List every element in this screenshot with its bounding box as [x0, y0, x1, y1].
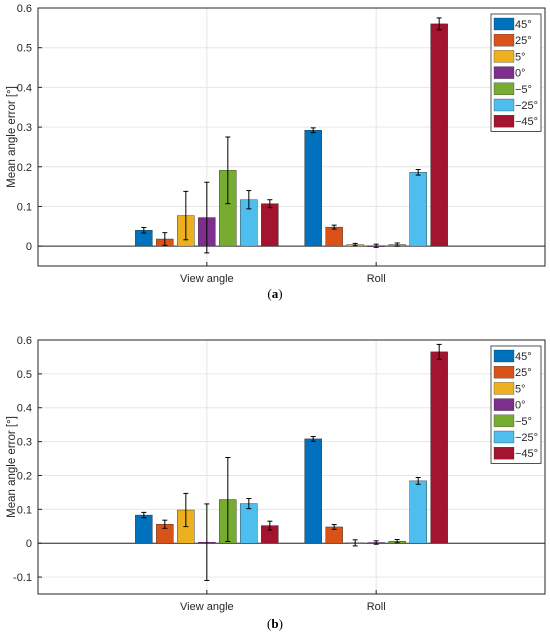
legend-label: 5° — [515, 383, 526, 395]
y-tick-label: 0.6 — [17, 3, 32, 15]
x-tick-label: View angle — [180, 601, 234, 613]
y-tick-label: 0 — [26, 538, 32, 550]
legend-label: −25° — [515, 100, 538, 112]
legend-swatch — [493, 447, 515, 460]
legend-swatch — [493, 34, 515, 47]
axes-box — [37, 339, 546, 595]
legend-swatch — [493, 82, 515, 95]
y-axis-label: Mean angle error [°] — [6, 86, 18, 188]
legend-swatch — [493, 98, 515, 112]
legend-label: 25° — [515, 367, 532, 379]
plot-area — [38, 340, 545, 594]
legend-swatch — [493, 115, 515, 128]
y-tick-label: 0.3 — [17, 122, 32, 134]
y-tick-label: 0.4 — [17, 403, 32, 415]
legend-label: −25° — [515, 432, 538, 444]
legend-label: 0° — [515, 68, 526, 80]
y-tick-label: 0.2 — [17, 162, 32, 174]
y-tick-label: 0.4 — [17, 82, 32, 94]
bar — [430, 23, 448, 247]
panel-caption: (b) — [267, 616, 283, 631]
chart-a: 0 0.1 0.2 0.3 0.4 0.5 0.6 View angle Roll Mean an… — [6, 3, 546, 301]
y-tick-label: 0.5 — [17, 369, 32, 381]
legend-label: 25° — [515, 35, 532, 47]
legend-label: 45° — [515, 351, 532, 363]
legend-label: −5° — [515, 416, 532, 428]
bar — [430, 351, 448, 544]
y-axis-label: Mean angle error [°] — [6, 416, 18, 518]
bar — [304, 438, 322, 544]
legend-swatch — [493, 366, 515, 379]
legend-swatch — [493, 50, 515, 63]
legend-label: −45° — [515, 448, 538, 460]
plot-area — [38, 8, 545, 266]
legend-swatch — [493, 430, 515, 444]
y-tick-label: -0.1 — [13, 572, 32, 584]
y-tick-label: 0.6 — [17, 335, 32, 347]
legend-swatch — [493, 66, 515, 79]
legend-label: 5° — [515, 51, 526, 63]
y-tick-label: 0.2 — [17, 470, 32, 482]
legend-swatch — [493, 349, 515, 363]
legend-swatch — [493, 17, 515, 31]
legend-swatch — [493, 414, 515, 427]
bar — [409, 172, 427, 247]
legend-box — [490, 345, 542, 464]
y-tick-label: 0.5 — [17, 43, 32, 55]
y-tick-label: 0.1 — [17, 201, 32, 213]
x-tick-label: View angle — [180, 273, 234, 285]
x-tick-label: Roll — [367, 273, 386, 285]
bar — [261, 203, 279, 247]
legend-swatch — [493, 382, 515, 395]
y-tick-label: 0.3 — [17, 437, 32, 449]
legend-label: 0° — [515, 400, 526, 412]
legend-label: 45° — [515, 19, 532, 31]
bar — [409, 480, 427, 544]
bar — [135, 514, 153, 544]
y-tick-label: 0.1 — [17, 504, 32, 516]
panel-caption: (a) — [267, 286, 282, 301]
legend-swatch — [493, 398, 515, 411]
bar — [304, 130, 322, 247]
legend-label: −45° — [515, 116, 538, 128]
bar — [325, 226, 343, 247]
axes-box — [37, 7, 546, 267]
legend-label: −5° — [515, 84, 532, 96]
chart-b: -0.1 0 0.1 0.2 0.3 0.4 0.5 0.6 View angle Roll Mea… — [6, 335, 546, 631]
x-tick-label: Roll — [367, 601, 386, 613]
bar — [240, 503, 258, 544]
y-tick-label: 0 — [26, 241, 32, 253]
